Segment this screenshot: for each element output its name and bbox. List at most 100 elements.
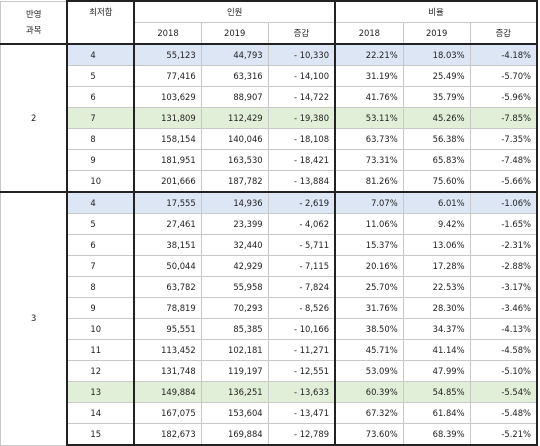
table-row: 11 113,452 102,181- 11,271 45.71% 41.14% -4.5…	[1, 339, 538, 361]
cell-ratio-change: -4.58%	[469, 339, 538, 361]
cell-ratio-2019: 47.99%	[402, 360, 471, 382]
cell-min-sum: 5	[66, 65, 135, 87]
cell-ratio-2019: 6.01%	[402, 191, 471, 214]
header-ratio-change: 증감	[469, 22, 538, 45]
cell-persons-change: - 14,722	[267, 86, 336, 108]
cell-persons-change: - 10,166	[267, 318, 336, 340]
cell-persons-change: - 7,824	[267, 276, 336, 298]
cell-persons-change: - 13,633	[267, 381, 336, 403]
cell-ratio-change: -4.13%	[469, 318, 538, 340]
cell-ratio-change: -3.17%	[469, 276, 538, 298]
cell-persons-change: - 2,619	[267, 191, 336, 214]
cell-persons-change: - 10,330	[267, 43, 336, 66]
cell-ratio-2019: 22.53%	[402, 276, 471, 298]
cell-ratio-2019: 35.79%	[402, 86, 471, 108]
table-row: 6 38,151 32,440- 5,711 15.37% 13.06% -2.31%	[1, 234, 538, 256]
table-row: 7 50,044 42,929- 7,115 20.16% 17.28% -2.88%	[1, 255, 538, 277]
cell-persons-2018: 158,154	[133, 128, 202, 150]
cell-ratio-change: -4.18%	[469, 43, 538, 66]
cell-min-sum: 9	[66, 149, 135, 171]
cell-ratio-change: -5.70%	[469, 65, 538, 87]
header-subject-line2: 과목	[25, 25, 42, 36]
cell-ratio-2018: 53.09%	[334, 360, 404, 382]
cell-ratio-change: -5.54%	[469, 381, 538, 403]
cell-ratio-change: -5.21%	[469, 423, 538, 446]
cell-persons-2018: 167,075	[133, 402, 202, 424]
cell-persons-2018: 182,673	[133, 423, 202, 446]
cell-min-sum: 8	[66, 128, 135, 150]
cell-persons-2019: 102,181	[200, 339, 269, 361]
cell-min-sum: 6	[66, 234, 135, 256]
cell-persons-2019: 70,293	[200, 297, 269, 319]
header-persons-change: 증감	[267, 22, 336, 45]
cell-persons-2019: 163,530	[200, 149, 269, 171]
header-subject-line1: 반영	[25, 9, 42, 20]
cell-persons-2019: 44,793	[200, 43, 269, 66]
cell-persons-2018: 95,551	[133, 318, 202, 340]
cell-ratio-change: -5.10%	[469, 360, 538, 382]
table-row: 13 149,884 136,251- 13,633 60.39% 54.85% -5.5…	[1, 381, 538, 403]
cell-ratio-2018: 67.32%	[334, 402, 404, 424]
table-row: 14 167,075 153,604- 13,471 67.32% 61.84% -5.4…	[1, 402, 538, 424]
table-row: 12 131,748 119,197- 12,551 53.09% 47.99% -5.1…	[1, 360, 538, 382]
cell-min-sum: 6	[66, 86, 135, 108]
cell-persons-change: - 4,062	[267, 213, 336, 235]
cell-persons-2019: 187,782	[200, 170, 269, 193]
table-row: 5 77,416 63,316- 14,100 31.19% 25.49% -5.70%	[1, 65, 538, 87]
table-row: 3 4 17,555 14,936- 2,619 7.07% 6.01% -1.06%	[0, 191, 538, 446]
table-row: 6 103,629 88,907- 14,722 41.76% 35.79% -5.96%	[1, 86, 538, 108]
cell-ratio-2018: 38.50%	[334, 318, 404, 340]
cell-ratio-change: -2.31%	[469, 234, 538, 256]
table-row: 10 201,666 187,782- 13,884 81.26% 75.60% -5.6…	[1, 170, 538, 193]
cell-persons-change: - 13,471	[267, 402, 336, 424]
cell-ratio-change: -1.65%	[469, 213, 538, 235]
cell-ratio-2019: 65.83%	[402, 149, 471, 171]
cell-persons-2019: 136,251	[200, 381, 269, 403]
cell-persons-2019: 119,197	[200, 360, 269, 382]
header-min-sum: 최저합	[66, 0, 135, 45]
cell-persons-2019: 14,936	[200, 191, 269, 214]
cell-min-sum: 10	[66, 318, 135, 340]
cell-ratio-change: -3.46%	[469, 297, 538, 319]
cell-ratio-change: -7.48%	[469, 149, 538, 171]
cell-ratio-2019: 56.38%	[402, 128, 471, 150]
cell-ratio-2018: 81.26%	[334, 170, 404, 193]
table-header: 반영 과목 최저합 인원 비율 2018 2019 증감 2018 2019 증…	[0, 0, 538, 45]
cell-min-sum: 12	[66, 360, 135, 382]
cell-ratio-change: -7.35%	[469, 128, 538, 150]
cell-ratio-2018: 31.76%	[334, 297, 404, 319]
cell-persons-2019: 32,440	[200, 234, 269, 256]
cell-persons-2019: 169,884	[200, 423, 269, 446]
header-persons-2019: 2019	[200, 22, 269, 45]
cell-persons-2019: 42,929	[200, 255, 269, 277]
table-row: 5 27,461 23,399- 4,062 11.06% 9.42% -1.65%	[1, 213, 538, 235]
cell-ratio-change: -1.06%	[469, 191, 538, 214]
cell-min-sum: 4	[66, 191, 135, 214]
cell-persons-2019: 88,907	[200, 86, 269, 108]
cell-persons-2019: 153,604	[200, 402, 269, 424]
cell-ratio-change: -5.48%	[469, 402, 538, 424]
cell-persons-2018: 63,782	[133, 276, 202, 298]
cell-ratio-2018: 73.60%	[334, 423, 404, 446]
cell-ratio-2018: 41.76%	[334, 86, 404, 108]
cell-persons-2018: 201,666	[133, 170, 202, 193]
cell-ratio-2019: 61.84%	[402, 402, 471, 424]
cell-persons-2018: 27,461	[133, 213, 202, 235]
cell-ratio-2019: 28.30%	[402, 297, 471, 319]
cell-ratio-2019: 9.42%	[402, 213, 471, 235]
header-persons: 인원	[133, 0, 336, 23]
cell-persons-2019: 85,385	[200, 318, 269, 340]
cell-min-sum: 14	[66, 402, 135, 424]
cell-ratio-2018: 15.37%	[334, 234, 404, 256]
cell-persons-2018: 131,809	[133, 107, 202, 129]
cell-persons-2018: 77,416	[133, 65, 202, 87]
cell-ratio-2018: 22.21%	[334, 43, 404, 66]
cell-ratio-2018: 73.31%	[334, 149, 404, 171]
table-row: 8 158,154 140,046- 18,108 63.73% 56.38% -7.35…	[1, 128, 538, 150]
cell-ratio-2018: 53.11%	[334, 107, 404, 129]
cell-persons-2018: 55,123	[133, 43, 202, 66]
cell-min-sum: 7	[66, 107, 135, 129]
cell-persons-2018: 113,452	[133, 339, 202, 361]
cell-persons-2018: 103,629	[133, 86, 202, 108]
